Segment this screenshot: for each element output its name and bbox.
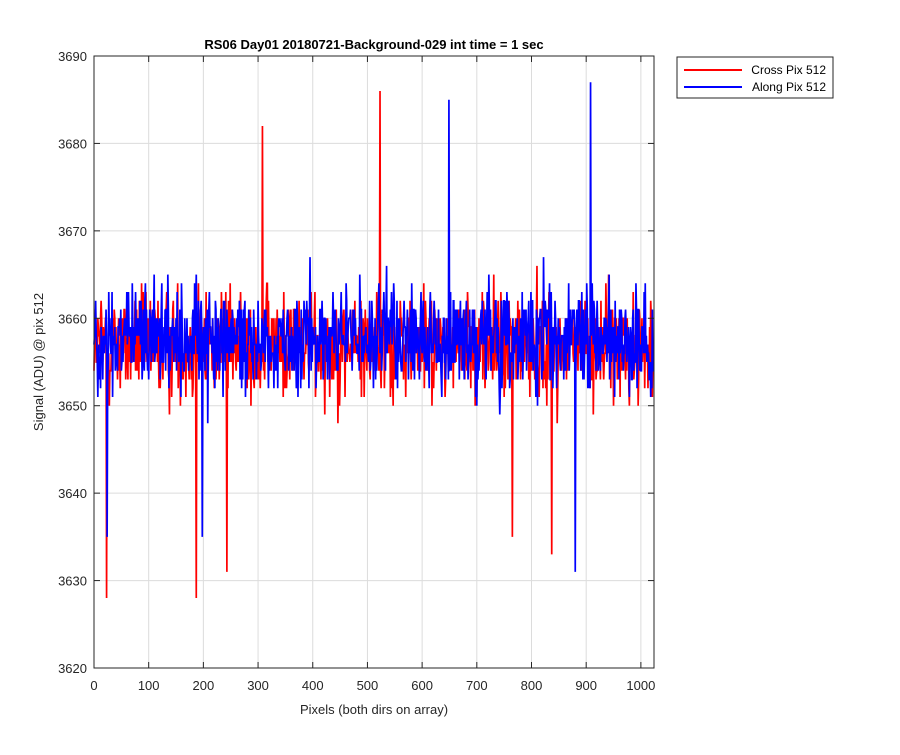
x-tick-label: 500 [357,678,379,693]
legend: Cross Pix 512 Along Pix 512 [676,56,834,99]
x-tick-label: 600 [411,678,433,693]
x-tick-label: 800 [521,678,543,693]
y-tick-label: 3660 [58,311,87,326]
series-line-along [93,82,654,572]
y-axis-label: Signal (ADU) @ pix 512 [31,293,46,431]
legend-entry-along: Along Pix 512 [752,80,826,94]
x-tick-label: 400 [302,678,324,693]
y-tick-label: 3690 [58,49,87,64]
legend-entry-cross: Cross Pix 512 [751,63,826,77]
y-tick-label: 3650 [58,399,87,414]
axes-box [93,55,655,669]
y-tick-label: 3620 [58,661,87,676]
y-tick-label: 3670 [58,224,87,239]
x-tick-label: 700 [466,678,488,693]
x-tick-label: 900 [575,678,597,693]
x-tick-label: 100 [138,678,160,693]
series-layer [93,82,654,599]
x-tick-label: 300 [247,678,269,693]
y-tick-label: 3640 [58,486,87,501]
x-tick-label: 0 [90,678,97,693]
x-axis-label: Pixels (both dirs on array) [300,702,448,717]
y-tick-label: 3680 [58,136,87,151]
axis-ticks: 0 100 200 300 400 500 600 700 800 900 1000 3620 3630… [58,49,655,693]
x-tick-label: 200 [193,678,215,693]
legend-box [676,56,834,99]
chart-title: RS06 Day01 20180721-Background-029 int t… [204,37,543,52]
x-tick-label: 1000 [626,678,655,693]
y-tick-label: 3630 [58,574,87,589]
